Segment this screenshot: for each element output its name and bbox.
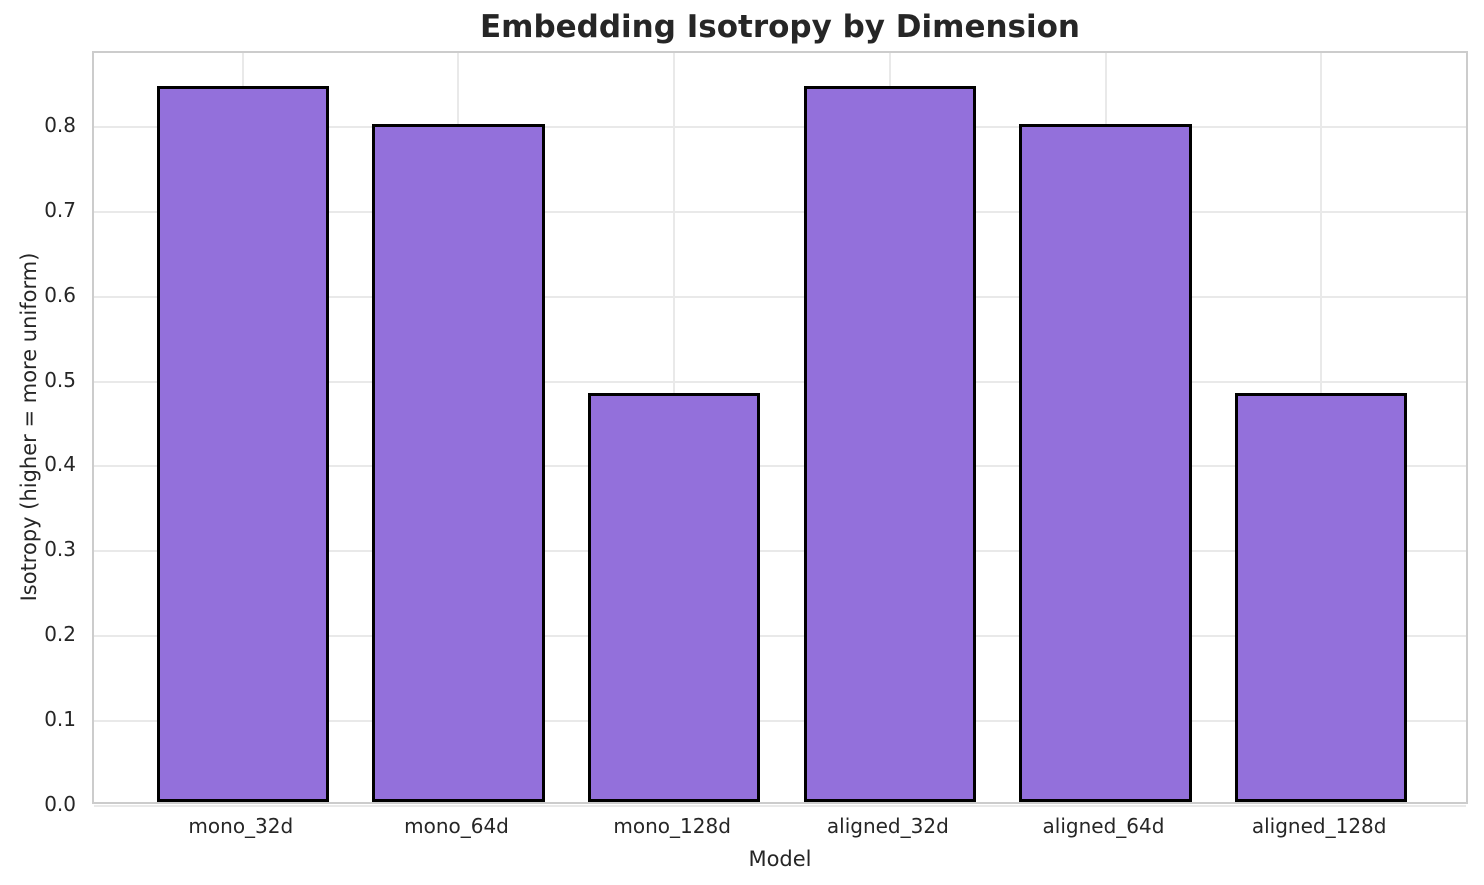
chart-title: Embedding Isotropy by Dimension xyxy=(479,9,1081,45)
bar-aligned_128d xyxy=(1234,392,1408,802)
x-axis-label: Model xyxy=(748,847,812,871)
y-tick-label: 0.1 xyxy=(44,707,76,732)
y-tick-label: 0.3 xyxy=(44,537,76,562)
x-tick-label-aligned_32d: aligned_32d xyxy=(826,814,949,838)
y-tick-label: 0.6 xyxy=(44,282,76,307)
x-tick-label-aligned_64d: aligned_64d xyxy=(1042,814,1165,838)
y-tick-label: 0.8 xyxy=(44,112,76,137)
x-tick-label-aligned_128d: aligned_128d xyxy=(1251,814,1387,838)
y-tick-label: 0.4 xyxy=(44,452,76,477)
y-tick-label: 0.0 xyxy=(44,792,76,816)
bar-mono_32d xyxy=(156,86,330,802)
x-tick-label-mono_128d: mono_128d xyxy=(613,814,731,838)
bar-aligned_32d xyxy=(803,86,977,802)
bar-mono_128d xyxy=(587,392,761,802)
x-tick-label-mono_64d: mono_64d xyxy=(404,814,509,838)
bar-mono_64d xyxy=(372,123,545,802)
y-tick-label: 0.7 xyxy=(44,197,76,222)
plot-area xyxy=(92,51,1468,807)
h-gridline xyxy=(94,805,1466,807)
y-tick-label: 0.5 xyxy=(44,367,76,392)
x-tick-label-mono_32d: mono_32d xyxy=(188,814,294,838)
bar-aligned_64d xyxy=(1019,123,1192,802)
y-tick-label: 0.2 xyxy=(44,622,76,647)
